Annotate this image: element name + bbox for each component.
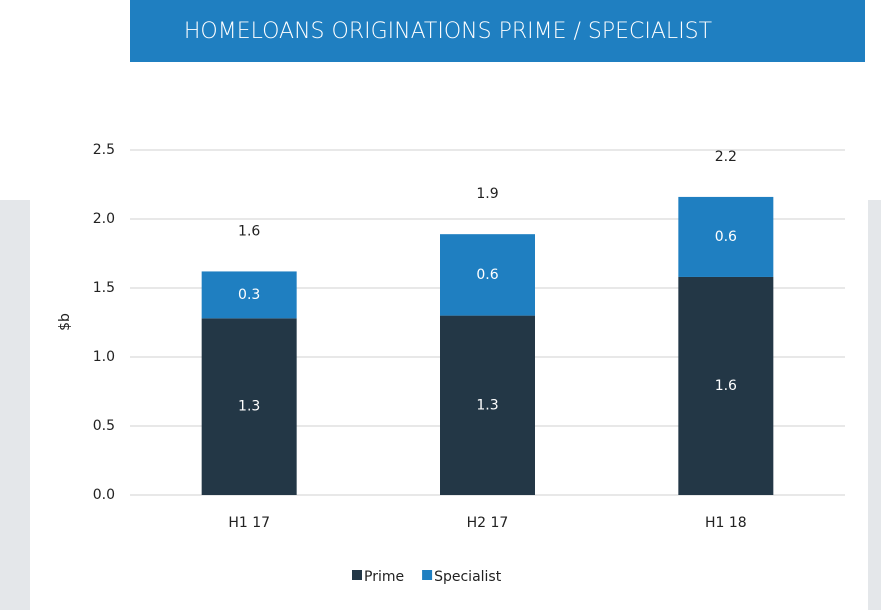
- y-tick-label: 2.5: [93, 142, 115, 158]
- y-tick-label: 1.0: [93, 349, 115, 365]
- legend-swatch: [352, 570, 362, 580]
- legend-label: Specialist: [434, 569, 502, 585]
- bar-segment: [201, 271, 297, 319]
- y-axis-label: $b: [57, 313, 73, 331]
- side-panel: [868, 200, 881, 610]
- value-label: 1.3: [476, 397, 498, 413]
- value-label: 1.6: [715, 378, 737, 394]
- value-label: 0.3: [238, 287, 260, 303]
- x-tick-label: H1 17: [228, 515, 270, 531]
- chart-title: HOMELOANS ORIGINATIONS PRIME / SPECIALIS…: [184, 19, 712, 44]
- bar-segment: [678, 276, 774, 495]
- value-label: 1.3: [238, 399, 260, 415]
- value-label: 0.6: [715, 229, 737, 245]
- total-label: 1.6: [238, 223, 260, 239]
- x-tick-label: H1 18: [705, 515, 747, 531]
- total-label: 1.9: [476, 186, 498, 202]
- y-tick-label: 1.5: [93, 280, 115, 296]
- y-tick-label: 0.0: [93, 487, 115, 503]
- side-panel: [0, 200, 30, 610]
- y-tick-label: 0.5: [93, 418, 115, 434]
- y-tick-label: 2.0: [93, 211, 115, 227]
- legend-swatch: [422, 570, 433, 580]
- bar-segment: [440, 315, 535, 495]
- bar-segment: [201, 318, 297, 495]
- header-band: [130, 0, 865, 62]
- value-label: 0.6: [476, 267, 498, 283]
- bar-segment: [678, 196, 774, 277]
- legend-label: Prime: [364, 569, 404, 585]
- total-label: 2.2: [715, 149, 737, 165]
- x-tick-label: H2 17: [467, 515, 509, 531]
- bar-segment: [440, 234, 535, 316]
